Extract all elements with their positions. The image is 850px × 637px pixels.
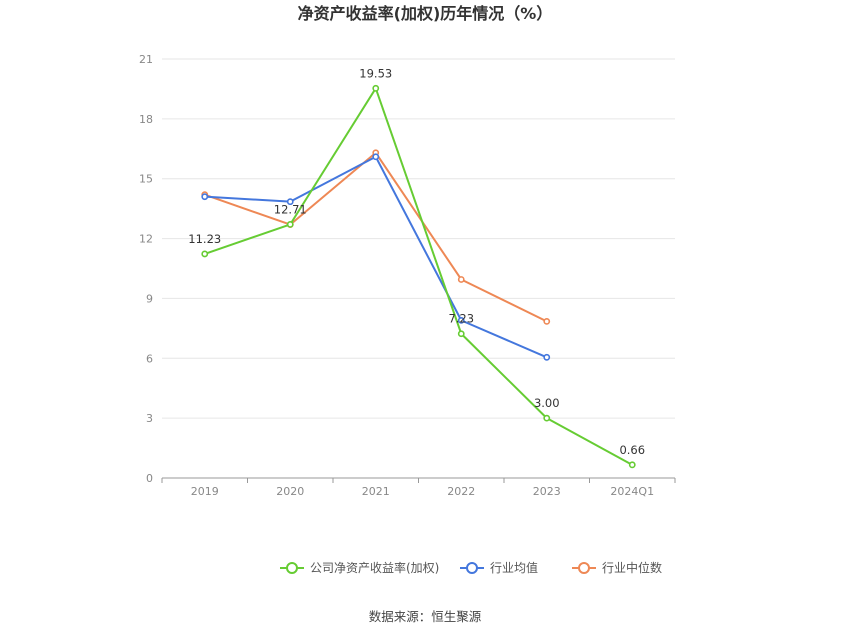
x-tick-label: 2019 bbox=[191, 485, 219, 498]
data-label: 11.23 bbox=[188, 232, 221, 246]
legend-marker bbox=[286, 562, 298, 574]
data-label: 19.53 bbox=[359, 66, 392, 80]
series-0 bbox=[201, 84, 636, 469]
y-tick-label: 18 bbox=[139, 113, 153, 126]
y-tick-label: 9 bbox=[146, 292, 153, 305]
data-point bbox=[201, 193, 209, 201]
legend[interactable]: 公司净资产收益率(加权) 行业均值 行业中位数 bbox=[280, 560, 662, 575]
y-tick-label: 0 bbox=[146, 472, 153, 485]
data-label: 0.66 bbox=[619, 443, 645, 457]
data-label: 7.23 bbox=[448, 312, 474, 326]
data-label: 3.00 bbox=[534, 396, 560, 410]
series-line bbox=[204, 87, 633, 466]
data-point bbox=[457, 330, 465, 338]
data-point bbox=[457, 276, 465, 283]
source-note: 数据来源：恒生聚源 bbox=[369, 609, 482, 624]
data-labels: 11.23 12.71 19.53 7.23 3.00 0.66 bbox=[188, 66, 645, 457]
data-point bbox=[372, 153, 380, 161]
series-group bbox=[201, 84, 636, 469]
x-tick-label: 2021 bbox=[362, 485, 390, 498]
series-1 bbox=[201, 153, 551, 361]
x-tick-label: 2023 bbox=[533, 485, 561, 498]
legend-marker bbox=[466, 562, 478, 574]
data-point bbox=[286, 198, 294, 206]
legend-item-1[interactable]: 行业均值 bbox=[460, 560, 538, 575]
y-tick-label: 3 bbox=[146, 412, 153, 425]
legend-label: 行业均值 bbox=[490, 560, 538, 575]
legend-marker bbox=[578, 562, 590, 574]
y-tick-label: 21 bbox=[139, 53, 153, 66]
data-point bbox=[286, 221, 294, 228]
data-point bbox=[201, 250, 209, 258]
data-point bbox=[628, 461, 636, 469]
y-tick-label: 6 bbox=[146, 352, 153, 365]
data-label: 12.71 bbox=[274, 202, 307, 216]
legend-label: 公司净资产收益率(加权) bbox=[310, 560, 439, 575]
y-tick-label: 12 bbox=[139, 233, 153, 246]
data-point bbox=[543, 317, 551, 325]
x-tick-label: 2022 bbox=[447, 485, 475, 498]
y-tick-label: 15 bbox=[139, 173, 153, 186]
chart-title: 净资产收益率(加权)历年情况（%） bbox=[298, 4, 553, 23]
x-tick-label: 2020 bbox=[276, 485, 304, 498]
x-tick-label: 2024Q1 bbox=[610, 485, 654, 498]
legend-label: 行业中位数 bbox=[602, 560, 662, 575]
data-point bbox=[543, 414, 551, 422]
data-point bbox=[543, 353, 551, 361]
series-line bbox=[204, 155, 548, 359]
axes: 0 3 6 9 12 15 18 21 2019 2020 2021 2022 2023 2024Q1 bbox=[139, 53, 676, 498]
legend-item-2[interactable]: 行业中位数 bbox=[572, 560, 662, 575]
legend-item-0[interactable]: 公司净资产收益率(加权) bbox=[280, 560, 439, 575]
data-point bbox=[457, 316, 465, 324]
data-point bbox=[372, 84, 380, 92]
